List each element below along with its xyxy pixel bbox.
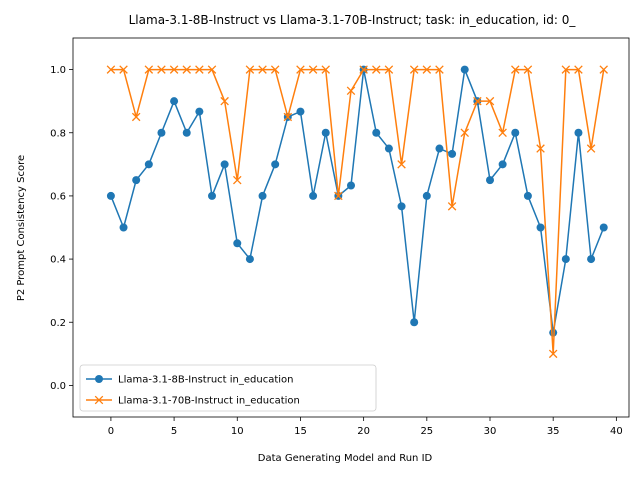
series-1-point — [587, 255, 595, 263]
x-tick-label: 0 — [108, 426, 114, 437]
series-1-point — [259, 192, 267, 200]
series-1-point — [385, 145, 393, 153]
series-1-point — [461, 66, 469, 74]
x-axis-label: Data Generating Model and Run ID — [258, 453, 433, 464]
series-1-point — [410, 318, 418, 326]
series-1-point — [398, 202, 406, 210]
x-tick-label: 25 — [420, 426, 433, 437]
series-1-point — [145, 160, 153, 168]
series-1-point — [486, 176, 494, 184]
series-1-point — [233, 239, 241, 247]
series-1-point — [221, 160, 229, 168]
x-tick-label: 5 — [171, 426, 177, 437]
series-1-point — [132, 176, 140, 184]
x-tick-label: 40 — [610, 426, 623, 437]
y-tick-label: 0.0 — [50, 381, 66, 392]
series-1-point — [524, 192, 532, 200]
series-1-point — [157, 129, 165, 137]
y-axis-label: P2 Prompt Consistency Score — [16, 155, 27, 301]
series-1-point — [322, 129, 330, 137]
series-1-point — [372, 129, 380, 137]
series-1-point — [423, 192, 431, 200]
series-1-point — [562, 255, 570, 263]
legend-item: Llama-3.1-70B-Instruct in_education — [86, 396, 300, 407]
series-1-point — [347, 181, 355, 189]
series-1-point — [170, 97, 178, 105]
chart-title: Llama-3.1-8B-Instruct vs Llama-3.1-70B-I… — [129, 13, 577, 27]
series-1-point — [574, 129, 582, 137]
series-1-point — [195, 108, 203, 116]
y-tick-label: 0.6 — [50, 191, 66, 202]
legend-label: Llama-3.1-8B-Instruct in_education — [118, 375, 294, 386]
x-tick-label: 35 — [547, 426, 560, 437]
legend-item: Llama-3.1-8B-Instruct in_education — [86, 375, 294, 386]
series-1-point — [549, 329, 557, 337]
series-1-point — [183, 129, 191, 137]
series-1-point — [208, 192, 216, 200]
y-tick-label: 0.4 — [50, 255, 66, 266]
series-1-point — [435, 145, 443, 153]
series-1-point — [120, 224, 128, 232]
series-1-point — [537, 224, 545, 232]
x-tick-label: 20 — [357, 426, 370, 437]
series-1-point — [499, 160, 507, 168]
series-1-point — [107, 192, 115, 200]
y-tick-label: 1.0 — [50, 65, 66, 76]
legend-label: Llama-3.1-70B-Instruct in_education — [118, 396, 300, 407]
y-tick-label: 0.2 — [50, 318, 66, 329]
x-tick-label: 15 — [294, 426, 307, 437]
series-1-point — [448, 150, 456, 158]
series-1-point — [246, 255, 254, 263]
series-1-point — [600, 224, 608, 232]
series-1-point — [271, 160, 279, 168]
x-tick-label: 30 — [484, 426, 497, 437]
legend-marker — [95, 375, 103, 383]
series-1-point — [296, 108, 304, 116]
series-1-point — [309, 192, 317, 200]
series-1-point — [511, 129, 519, 137]
legend: Llama-3.1-8B-Instruct in_education Llama-… — [80, 365, 376, 411]
y-tick-label: 0.8 — [50, 128, 66, 139]
x-tick-label: 10 — [231, 426, 244, 437]
